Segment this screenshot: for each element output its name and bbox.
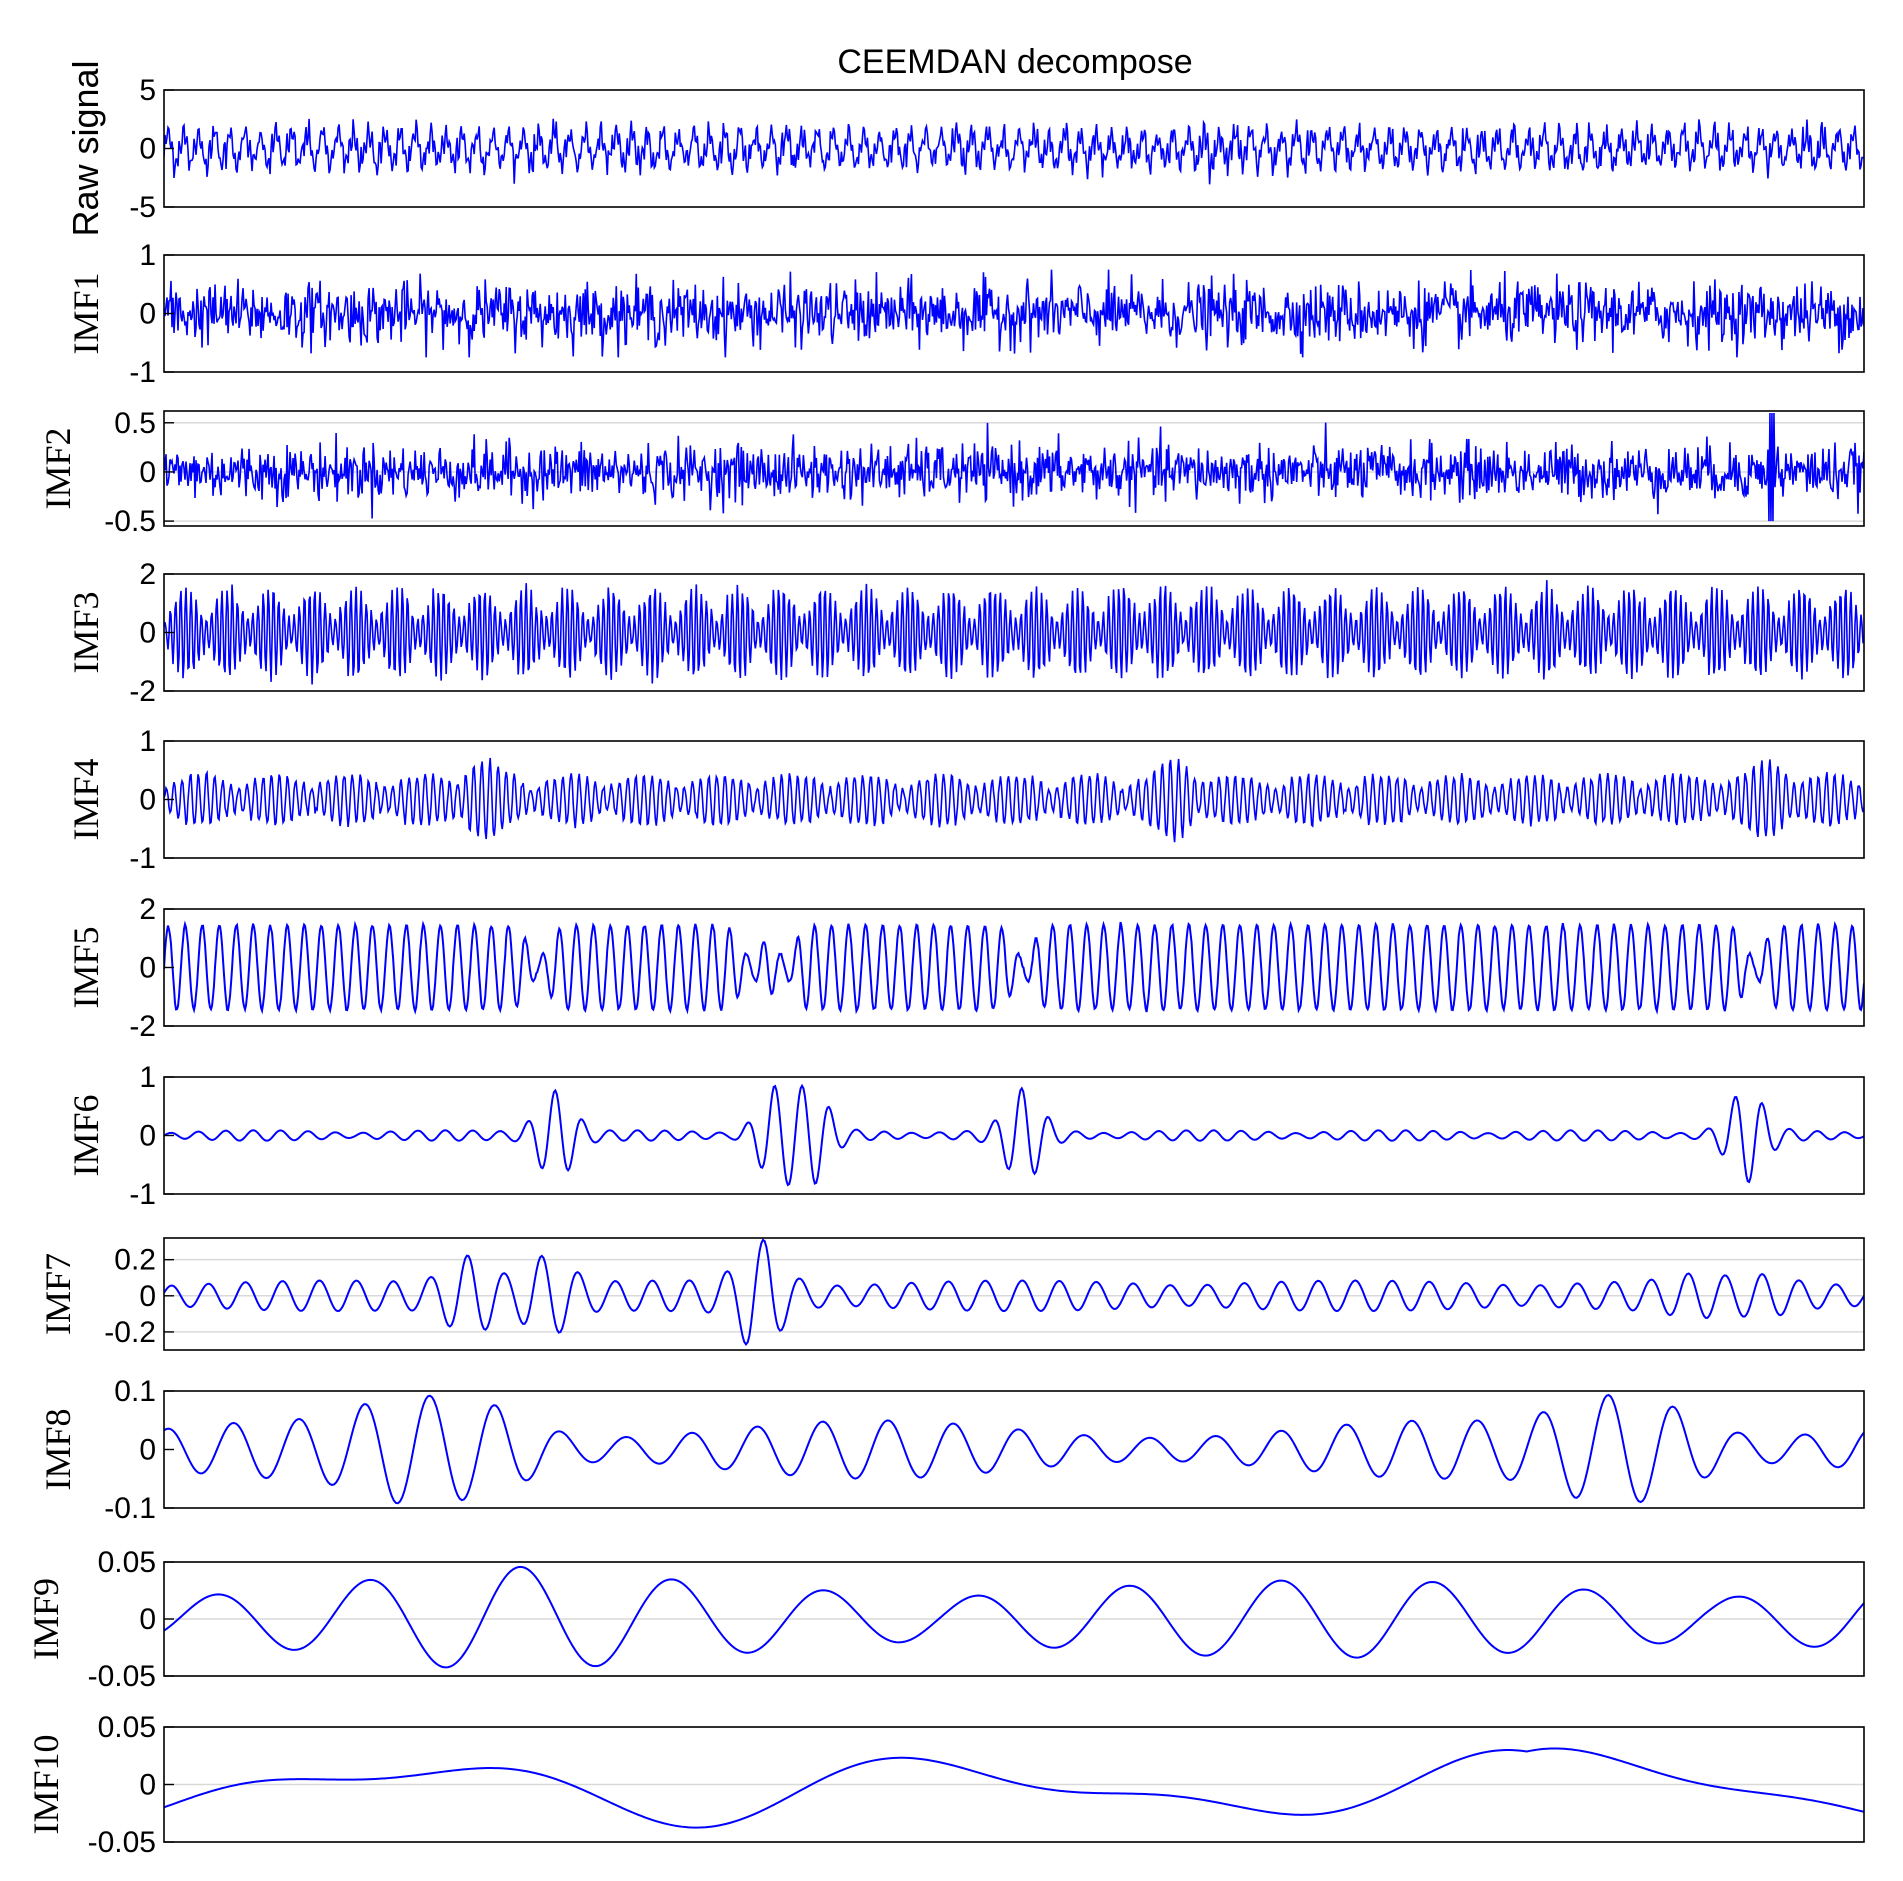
series-line bbox=[164, 1393, 1864, 1505]
subplot-imf10: -0.05 0 0.05 IMF10 bbox=[26, 1711, 1865, 1859]
y-axis-label: IMF10 bbox=[26, 1734, 66, 1834]
y-tick-label: -0.05 bbox=[88, 1660, 156, 1693]
subplot-imf9: -0.05 0 0.05 IMF9 bbox=[26, 1546, 1865, 1693]
y-tick-label: -5 bbox=[129, 191, 156, 224]
y-tick-label: 2 bbox=[139, 893, 156, 926]
series-line bbox=[164, 118, 1864, 185]
y-tick-label: 1 bbox=[139, 239, 156, 272]
y-tick-label: 0 bbox=[139, 1434, 156, 1467]
y-tick-label: 0 bbox=[139, 1280, 156, 1313]
y-tick-label: 0.2 bbox=[114, 1244, 156, 1277]
y-tick-label: 2 bbox=[139, 558, 156, 591]
series-line bbox=[164, 920, 1864, 1015]
y-tick-label: 0 bbox=[139, 133, 156, 166]
axes-box bbox=[163, 1237, 1865, 1351]
series-line bbox=[164, 269, 1864, 358]
y-tick-label: -0.05 bbox=[88, 1826, 156, 1859]
subplot-raw-signal: -5 0 5 Raw signal bbox=[65, 60, 1865, 237]
series-line bbox=[164, 580, 1864, 685]
y-axis-label: IMF4 bbox=[66, 758, 106, 840]
y-tick-label: 0.5 bbox=[114, 407, 156, 440]
y-axis-label: IMF8 bbox=[38, 1408, 78, 1490]
y-tick-label: 0 bbox=[139, 456, 156, 489]
subplot-imf4: -1 0 1 IMF4 bbox=[66, 725, 1865, 875]
y-axis-label: IMF1 bbox=[66, 272, 106, 354]
y-axis-label: IMF9 bbox=[26, 1578, 66, 1660]
y-tick-label: 1 bbox=[139, 1061, 156, 1094]
subplot-imf2: -0.5 0 0.5 IMF2 bbox=[38, 407, 1865, 538]
series-line bbox=[164, 757, 1864, 843]
y-axis-label: Raw signal bbox=[65, 60, 106, 236]
y-tick-label: 0 bbox=[139, 952, 156, 985]
y-tick-label: 0.05 bbox=[98, 1711, 156, 1744]
y-tick-label: 0 bbox=[139, 1603, 156, 1636]
axes-box bbox=[163, 1390, 1865, 1509]
subplot-imf1: -1 0 1 IMF1 bbox=[66, 239, 1865, 389]
y-tick-label: 0.05 bbox=[98, 1546, 156, 1579]
y-tick-label: -0.5 bbox=[104, 505, 156, 538]
y-tick-label: -2 bbox=[129, 1010, 156, 1043]
subplot-stack: -5 0 5 Raw signal -1 0 1 IMF1 -0.5 0 0.5 IMF2 -2 0 2 IM… bbox=[26, 60, 1865, 1859]
y-tick-label: -0.2 bbox=[104, 1316, 156, 1349]
series-line bbox=[164, 1747, 1864, 1829]
y-tick-label: 1 bbox=[139, 725, 156, 758]
series-line bbox=[164, 412, 1864, 522]
subplot-imf6: -1 0 1 IMF6 bbox=[66, 1061, 1865, 1211]
y-tick-label: 0 bbox=[139, 1120, 156, 1153]
y-tick-label: 0 bbox=[139, 298, 156, 331]
y-tick-label: 0 bbox=[139, 617, 156, 650]
y-axis-label: IMF5 bbox=[66, 926, 106, 1008]
axes-box bbox=[163, 410, 1865, 527]
subplot-imf3: -2 0 2 IMF3 bbox=[66, 558, 1865, 708]
subplot-imf7: -0.200.2 IMF7 bbox=[38, 1237, 1865, 1351]
subplot-imf5: -2 0 2 IMF5 bbox=[66, 893, 1865, 1043]
y-tick-label: 0.1 bbox=[114, 1375, 156, 1408]
series-line bbox=[164, 1565, 1864, 1669]
subplot-imf8: -0.1 0 0.1 IMF8 bbox=[38, 1375, 1865, 1525]
y-tick-label: -2 bbox=[129, 675, 156, 708]
y-tick-label: -1 bbox=[129, 1178, 156, 1211]
y-tick-label: -0.1 bbox=[104, 1492, 156, 1525]
y-axis-label: IMF3 bbox=[66, 591, 106, 673]
series-line bbox=[164, 1238, 1864, 1346]
y-axis-label: IMF2 bbox=[38, 427, 78, 509]
y-tick-label: 5 bbox=[139, 74, 156, 107]
y-axis-label: IMF6 bbox=[66, 1094, 106, 1176]
y-tick-label: -1 bbox=[129, 842, 156, 875]
y-tick-label: 0 bbox=[139, 784, 156, 817]
y-tick-label: -1 bbox=[129, 356, 156, 389]
y-tick-label: 0 bbox=[139, 1769, 156, 1802]
y-axis-label: IMF7 bbox=[38, 1253, 78, 1335]
series-line bbox=[164, 1083, 1864, 1187]
figure-title: CEEMDAN decompose bbox=[837, 43, 1192, 81]
